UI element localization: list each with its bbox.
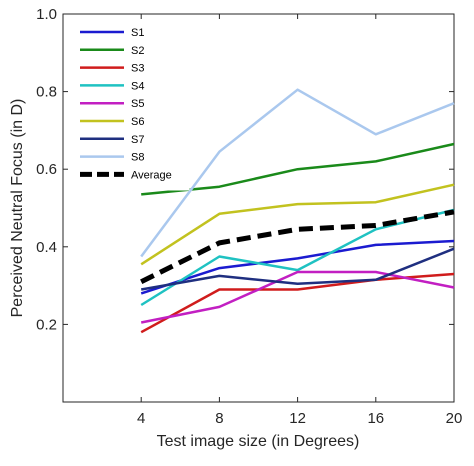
legend-label-s8: S8 [131,152,144,164]
series-line-s8 [140,88,455,258]
legend-label-s3: S3 [131,63,144,75]
series-line-s6 [140,183,455,266]
y-tick-label: 0.2 [36,316,57,333]
series-line-s2 [141,142,455,196]
series-line-s1 [140,239,455,295]
x-tick-label: 4 [137,410,145,427]
legend-label-s5: S5 [131,98,144,110]
series-lines [140,88,455,334]
x-tick-label: 16 [367,410,384,427]
y-tick-label: 0.4 [36,239,57,256]
legend-label-s1: S1 [131,27,144,39]
legend-label-s7: S7 [131,134,144,146]
x-tick-label: 20 [446,410,463,427]
y-axis: 0.2 0.4 0.6 0.8 1.0 [36,6,454,333]
y-axis-label: Perceived Neutral Focus (in D) [9,99,26,318]
y-tick-label: 0.6 [36,161,57,178]
legend-label-average: Average [131,169,172,181]
legend-label-s6: S6 [131,116,144,128]
y-tick-label: 0.8 [36,84,57,101]
series-line-s4 [140,208,455,307]
x-axis-label: Test image size (in Degrees) [157,433,360,450]
legend-label-s4: S4 [131,80,144,92]
series-line-s5 [140,270,455,324]
legend-label-s2: S2 [131,45,144,57]
x-tick-label: 12 [289,410,306,427]
y-tick-label: 1.0 [36,6,57,23]
x-axis: 4 8 12 16 20 [137,14,462,427]
series-line-s7 [140,247,455,291]
x-tick-label: 8 [215,410,223,427]
legend: S1 S2 S3 S4 S5 S6 S7 S8 Average [72,19,190,191]
legend-box [72,19,190,191]
